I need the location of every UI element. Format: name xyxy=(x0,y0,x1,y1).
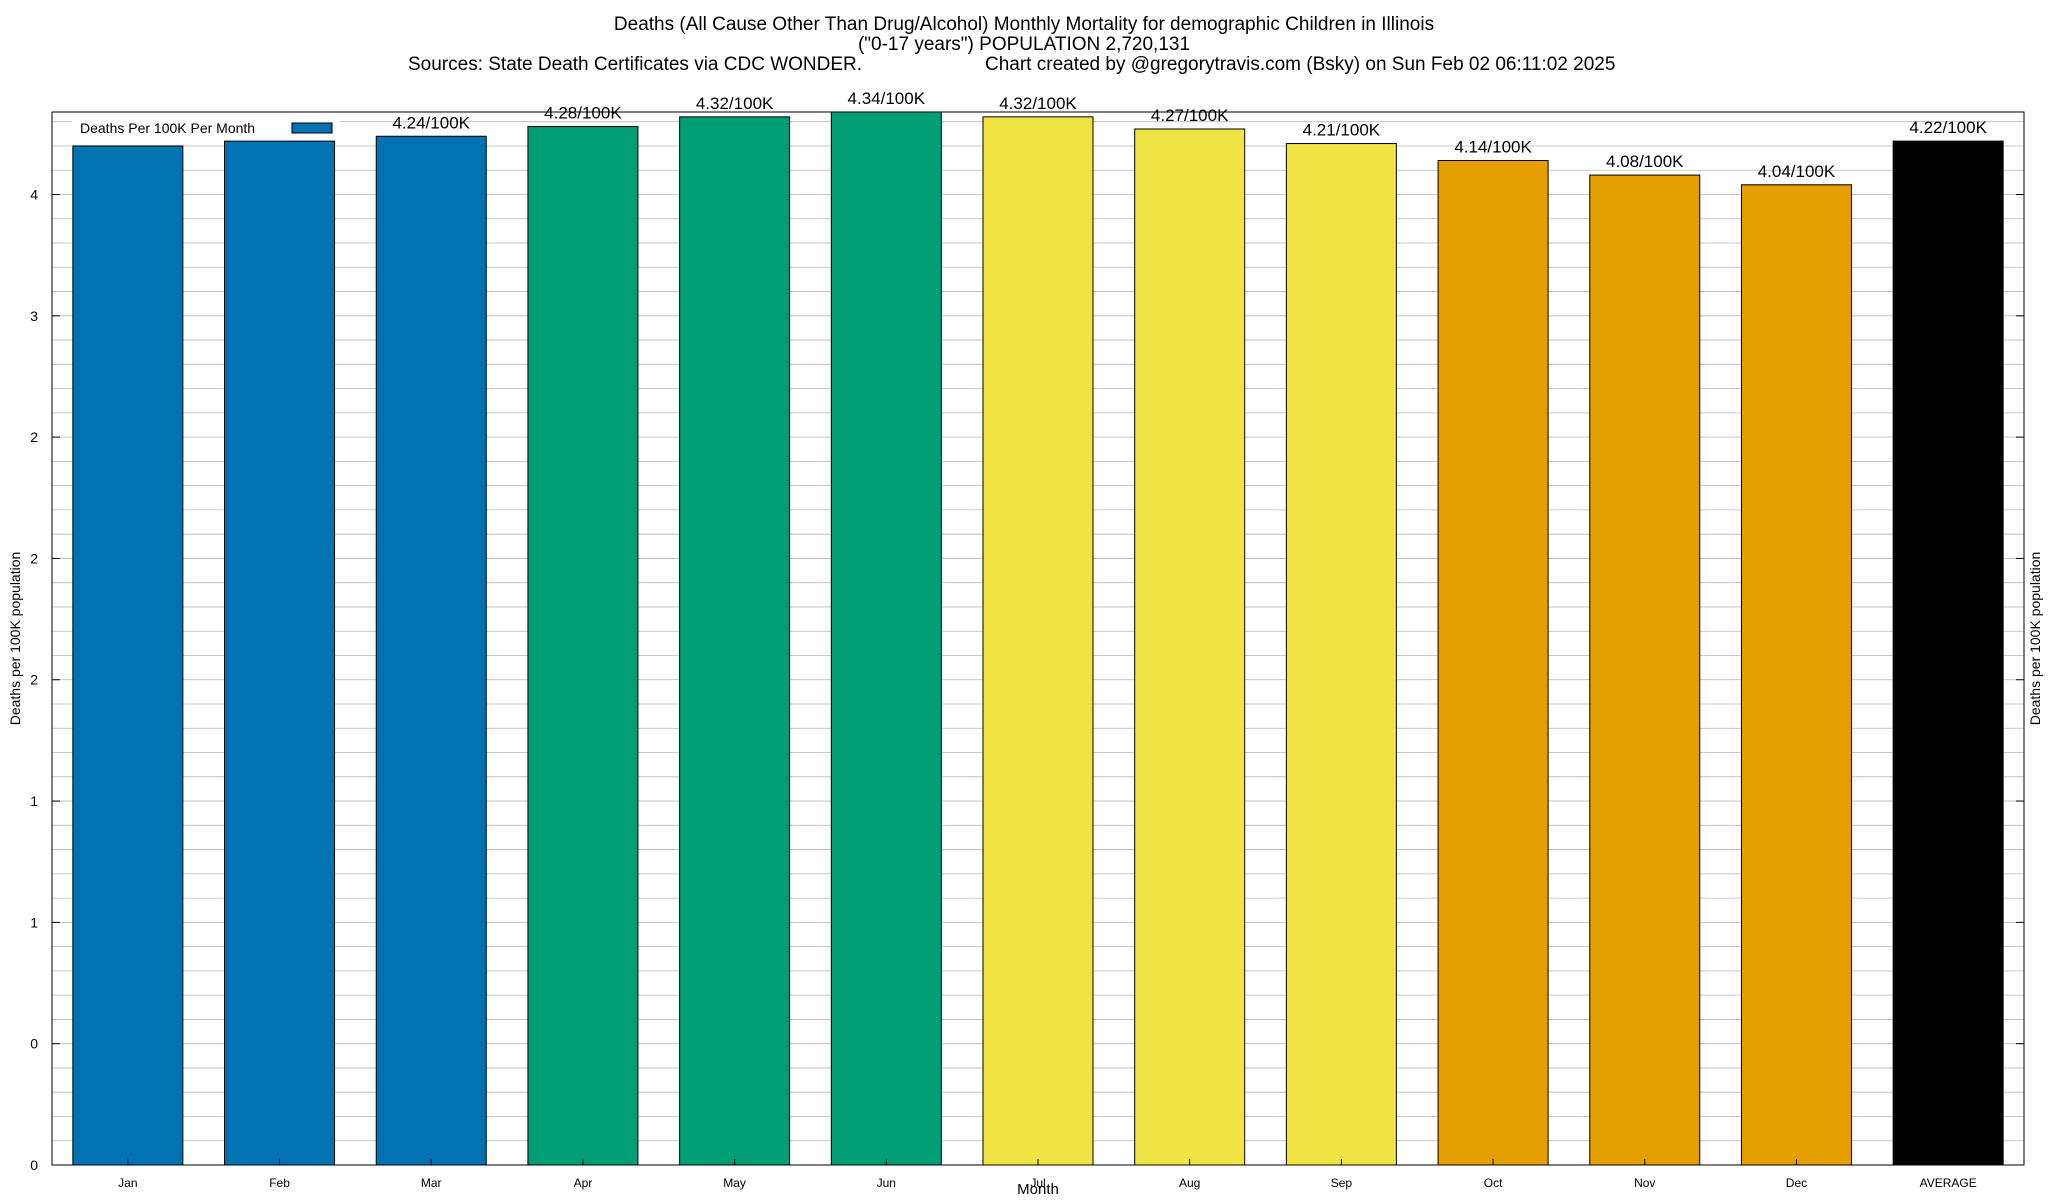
data-label-aug: 4.27/100K xyxy=(1151,106,1229,125)
y-tick-label: 1 xyxy=(30,793,38,809)
x-tick-label: Sep xyxy=(1331,1176,1353,1190)
y-tick-label: 2 xyxy=(30,672,38,688)
bar-jul xyxy=(982,116,1094,1166)
chart-source: Sources: State Death Certificates via CD… xyxy=(408,54,863,75)
bar-mar xyxy=(375,135,487,1166)
data-label-dec: 4.04/100K xyxy=(1758,162,1836,181)
x-tick-label: Oct xyxy=(1484,1176,1503,1190)
legend-swatch xyxy=(291,122,333,134)
bar-sep xyxy=(1285,143,1397,1166)
bar-average xyxy=(1892,140,2004,1166)
data-labels: 4.22/100K 4.24/100K 4.28/100K 4.32/100K 4.34… xyxy=(241,89,1988,181)
y-tick-label: 2 xyxy=(30,550,38,566)
bar-may xyxy=(679,116,791,1166)
y-tick-label: 0 xyxy=(30,1036,38,1052)
x-tick-label: Jun xyxy=(877,1176,896,1190)
x-tick-label: Nov xyxy=(1634,1176,1655,1190)
data-label-jul: 4.32/100K xyxy=(999,94,1077,113)
bar-apr xyxy=(527,126,639,1166)
x-tick-label: Feb xyxy=(269,1176,290,1190)
chart-title-line-1: Deaths (All Cause Other Than Drug/Alcoho… xyxy=(613,14,1435,35)
bar-feb xyxy=(224,140,336,1166)
data-label-nov: 4.08/100K xyxy=(1606,152,1684,171)
bar-aug xyxy=(1134,128,1246,1166)
x-tick-label: Aug xyxy=(1179,1176,1200,1190)
legend-background xyxy=(72,117,340,139)
legend-label: Deaths Per 100K Per Month xyxy=(80,120,255,136)
data-label-mar: 4.24/100K xyxy=(392,113,470,132)
bar-nov xyxy=(1589,174,1701,1166)
legend: Deaths Per 100K Per Month xyxy=(72,117,340,139)
data-label-apr: 4.28/100K xyxy=(544,104,622,123)
y-tick-label: 1 xyxy=(30,914,38,930)
bar-jun xyxy=(830,111,942,1166)
x-axis-label: Month xyxy=(1017,1181,1059,1198)
data-label-may: 4.32/100K xyxy=(696,94,774,113)
x-tick-label: Mar xyxy=(421,1176,442,1190)
x-tick-label: Dec xyxy=(1786,1176,1807,1190)
x-axis-ticks: Jan Feb Mar Apr May Jun Jul Aug Sep Oct Nov Dec AVER… xyxy=(118,1159,1977,1190)
bar-jan xyxy=(72,145,184,1166)
y-tick-label: 3 xyxy=(30,308,38,324)
y-tick-label: 4 xyxy=(30,186,38,202)
data-label-oct: 4.14/100K xyxy=(1454,138,1532,157)
y-axis-label-right: Deaths per 100K population xyxy=(2027,552,2043,726)
x-tick-label: May xyxy=(723,1176,746,1190)
data-label-sep: 4.21/100K xyxy=(1303,121,1381,140)
data-label-average: 4.22/100K xyxy=(1909,118,1987,137)
y-tick-label: 0 xyxy=(30,1157,38,1173)
data-label-jun: 4.34/100K xyxy=(848,89,926,108)
x-tick-label: Jul xyxy=(1030,1176,1045,1190)
x-tick-label: Apr xyxy=(574,1176,593,1190)
y-axis-ticks: 0 0 1 1 2 2 2 3 4 xyxy=(30,186,2024,1173)
chart-title-line-2: ("0-17 years") POPULATION 2,720,131 xyxy=(857,34,1191,55)
bar-oct xyxy=(1437,160,1549,1166)
y-tick-label: 2 xyxy=(30,429,38,445)
bars xyxy=(72,111,2004,1166)
x-tick-label: AVERAGE xyxy=(1920,1176,1977,1190)
x-tick-label: Jan xyxy=(118,1176,137,1190)
y-axis-label-left: Deaths per 100K population xyxy=(7,552,23,726)
bar-dec xyxy=(1740,184,1852,1166)
chart-credit: Chart created by @gregorytravis.com (Bsk… xyxy=(985,54,1616,75)
